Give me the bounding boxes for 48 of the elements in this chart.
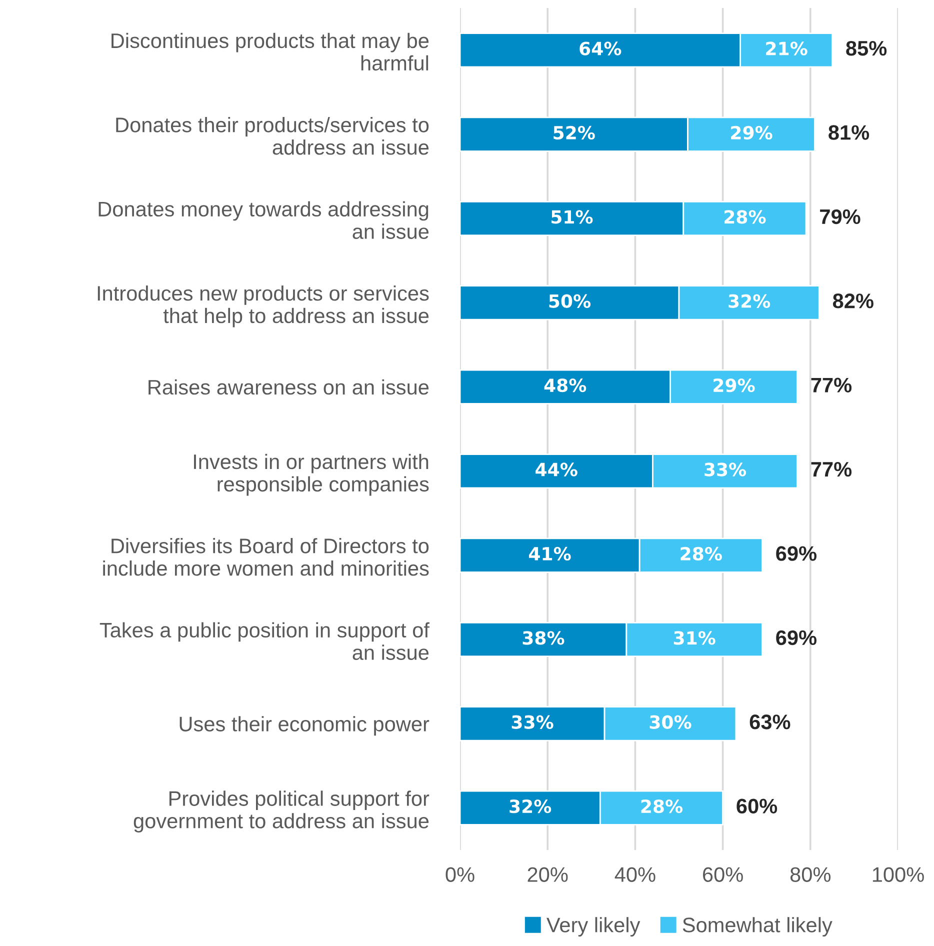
y-tick-label: Discontinues products that may be harmful <box>112 32 429 71</box>
data-label: 32% <box>510 799 552 814</box>
y-tick-label: Raises awareness on an issue <box>148 379 429 395</box>
data-label: 21% <box>766 42 808 56</box>
legend-label: Somewhat likely <box>682 917 832 936</box>
data-label: 29% <box>731 126 772 140</box>
data-label: 51% <box>551 210 593 224</box>
data-label: 48% <box>544 378 586 392</box>
total-label: 85% <box>846 40 887 56</box>
data-label: 32% <box>728 294 770 308</box>
data-label: 29% <box>714 378 755 392</box>
data-label: 38% <box>522 631 564 645</box>
data-label: 41% <box>528 546 571 561</box>
y-tick-label: Uses their economic power <box>180 716 430 736</box>
total-label: 60% <box>736 798 778 814</box>
y-tick-label: Donates their products/services to address an issue <box>116 117 429 155</box>
data-label: 28% <box>641 799 683 814</box>
total-label: 77% <box>811 462 852 477</box>
data-label: 52% <box>554 126 595 140</box>
data-label: 31% <box>674 631 716 645</box>
x-tick-label: 100% <box>872 867 924 882</box>
x-tick-label: 80% <box>790 867 831 882</box>
data-label: 33% <box>704 462 746 476</box>
data-label: 44% <box>536 462 578 476</box>
total-label: 69% <box>776 630 817 646</box>
y-tick-label: Donates money towards addressing an issue <box>98 201 429 239</box>
x-tick-label: 40% <box>614 867 656 882</box>
y-tick-label: Introduces new products or services that help to address an issue <box>98 285 429 328</box>
y-tick-label: Invests in or partners with responsible companies <box>194 454 429 496</box>
data-label: 28% <box>680 546 722 561</box>
data-label: 28% <box>724 210 766 224</box>
total-label: 63% <box>750 714 790 730</box>
total-label: 79% <box>820 209 860 224</box>
total-label: 81% <box>828 125 870 140</box>
total-label: 69% <box>776 546 817 561</box>
total-label: 82% <box>832 294 874 308</box>
data-label: 64% <box>580 42 622 56</box>
legend-label: Very likely <box>546 917 640 936</box>
y-tick-label: Takes a public position in support of an issue <box>100 622 430 660</box>
data-label: 50% <box>549 294 591 308</box>
data-label: 33% <box>512 715 554 729</box>
total-label: 77% <box>811 378 852 392</box>
x-tick-label: 20% <box>528 867 568 882</box>
data-label: 30% <box>650 715 692 729</box>
x-tick-label: 60% <box>703 867 743 882</box>
y-tick-label: Provides political support for government to address an issue <box>134 790 430 832</box>
x-tick-label: 0% <box>446 867 474 882</box>
y-tick-label: Diversifies its Board of Directors to include more women and minorities <box>103 538 429 576</box>
